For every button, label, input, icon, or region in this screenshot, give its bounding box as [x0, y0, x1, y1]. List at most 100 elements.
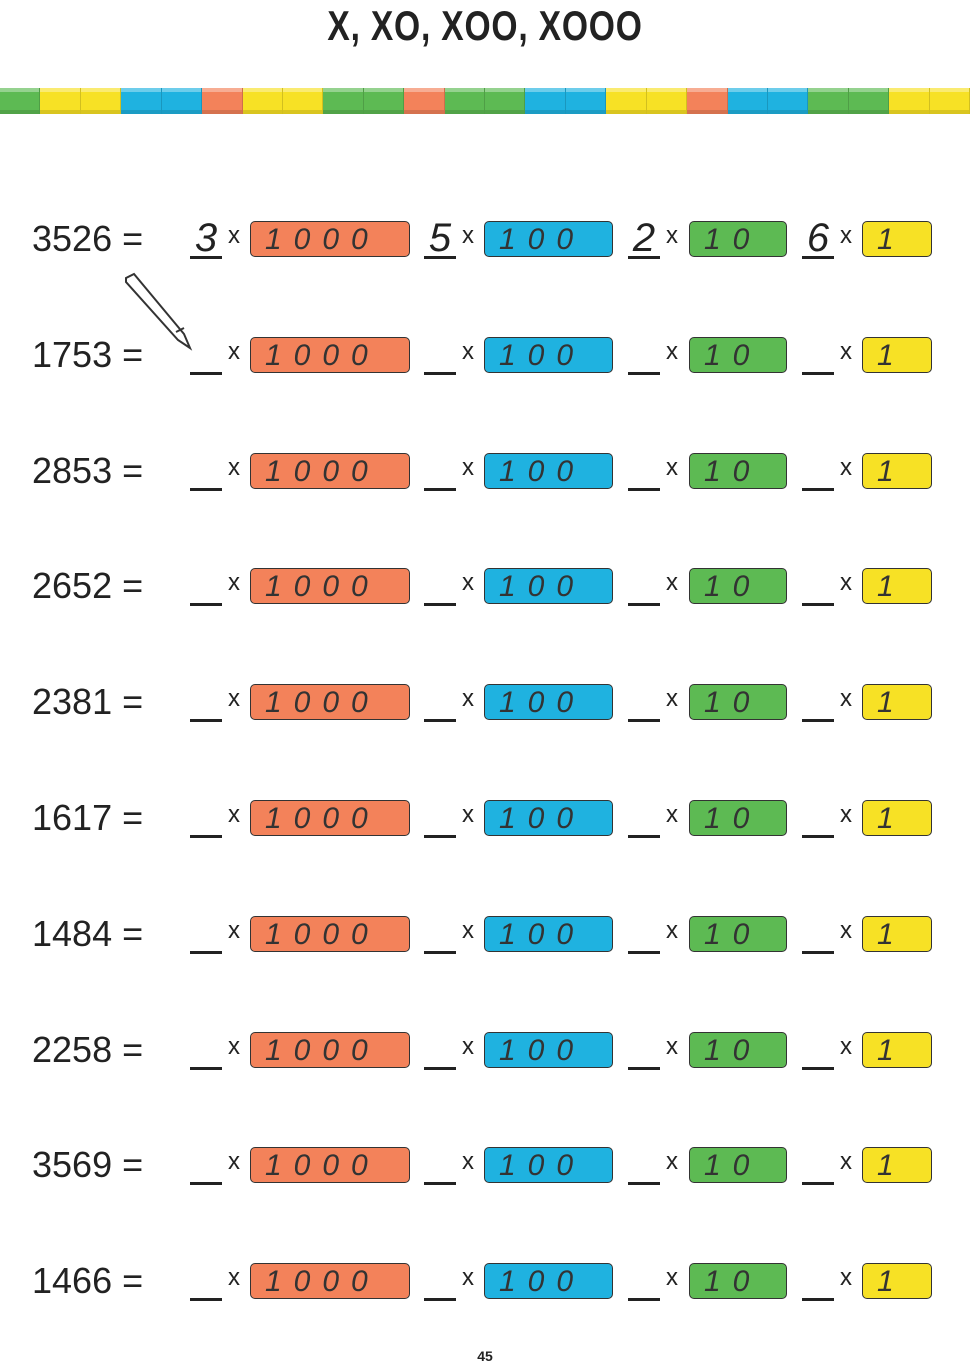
answer-blank	[190, 567, 222, 607]
answer-blank	[802, 567, 834, 607]
row-number: 1484 =	[32, 912, 144, 954]
answer-blank	[802, 1031, 834, 1070]
multiply-sign: x	[840, 916, 852, 944]
place-block: 100	[484, 800, 613, 836]
place-block: 1	[862, 221, 932, 257]
answer-blank	[802, 1262, 834, 1302]
multiply-sign: x	[666, 1032, 678, 1060]
place-block: 1	[862, 1031, 932, 1068]
multiply-sign: x	[666, 453, 678, 481]
stripe-segment	[848, 88, 890, 114]
answer-blank	[424, 336, 456, 375]
stripe-segment	[687, 88, 728, 114]
multiply-sign: x	[462, 1264, 474, 1292]
answer-blank	[424, 683, 456, 723]
multiply-sign: x	[462, 453, 474, 481]
stripe-segment	[80, 88, 122, 114]
stripe-segment	[323, 88, 364, 114]
multiply-sign: x	[228, 801, 240, 828]
multiply-sign: x	[462, 569, 474, 597]
stripe-segment	[40, 88, 81, 114]
answer-blank	[190, 336, 222, 375]
place-block: 1000	[250, 336, 410, 373]
multiply-sign: x	[228, 337, 240, 365]
place-block: 100	[484, 915, 613, 952]
answer-blank	[628, 683, 660, 723]
row-number: 3526 =	[32, 218, 144, 259]
place-block: 100	[484, 1263, 613, 1300]
place-block: 1000	[250, 800, 410, 836]
stripe-segment	[444, 88, 486, 114]
place-block: 1000	[250, 568, 410, 605]
multiply-sign: x	[228, 222, 240, 249]
stripe-segment	[0, 88, 41, 114]
place-block: 1	[862, 568, 932, 605]
place-block: 10	[689, 1031, 787, 1068]
place-block: 1	[862, 452, 932, 489]
stripe-segment	[242, 88, 283, 114]
multiply-sign: x	[840, 1148, 852, 1176]
multiply-sign: x	[840, 453, 852, 481]
stripe-segment	[646, 88, 688, 114]
place-block: 1	[862, 915, 932, 952]
answer-blank: 2	[628, 218, 660, 259]
place-block: 100	[484, 336, 613, 373]
stripe-segment	[121, 88, 162, 114]
row-number: 3569 =	[32, 1144, 144, 1186]
answer-blank	[424, 1031, 456, 1070]
answer-blank	[190, 915, 222, 954]
place-block: 1000	[250, 1263, 410, 1300]
multiply-sign: x	[462, 222, 474, 249]
answer-blank: 6	[802, 218, 834, 259]
multiply-sign: x	[666, 569, 678, 597]
answer-blank	[424, 799, 456, 838]
multiply-sign: x	[840, 685, 852, 713]
answer-blank	[424, 915, 456, 954]
pencil	[125, 272, 193, 351]
answer-blank	[190, 799, 222, 838]
multiply-sign: x	[462, 916, 474, 944]
place-block: 1	[862, 1147, 932, 1184]
page-number: 45	[477, 1348, 493, 1364]
multiply-sign: x	[666, 1264, 678, 1292]
place-block: 10	[689, 800, 787, 836]
answer-blank	[628, 1262, 660, 1302]
multiply-sign: x	[840, 337, 852, 365]
answer-blank	[424, 1262, 456, 1302]
place-block: 1000	[250, 915, 410, 952]
place-block: 100	[484, 221, 613, 257]
row-number: 2652 =	[32, 565, 144, 607]
place-block: 1000	[250, 452, 410, 489]
stripe-segment	[929, 88, 970, 114]
answer-blank	[628, 336, 660, 375]
multiply-sign: x	[228, 1148, 240, 1176]
place-block: 10	[689, 452, 787, 489]
place-block: 1	[862, 336, 932, 373]
stripe-segment	[727, 88, 769, 114]
stripe-segment	[161, 88, 203, 114]
answer-blank	[802, 799, 834, 838]
multiply-sign: x	[462, 1032, 474, 1060]
multiply-sign: x	[228, 1032, 240, 1060]
multiply-sign: x	[228, 569, 240, 597]
multiply-sign: x	[666, 1148, 678, 1176]
place-block: 100	[484, 568, 613, 605]
stripe-segment	[808, 88, 849, 114]
answer-blank	[802, 336, 834, 375]
stripe-segment	[525, 88, 566, 114]
stripe-segment	[202, 88, 243, 114]
answer-blank	[190, 1262, 222, 1302]
answer-blank	[190, 1146, 222, 1186]
multiply-sign: x	[462, 685, 474, 713]
place-block: 10	[689, 684, 787, 721]
row-number: 1617 =	[32, 797, 144, 838]
answer-blank: 5	[424, 218, 456, 259]
multiply-sign: x	[666, 685, 678, 713]
place-block: 100	[484, 452, 613, 489]
answer-blank	[190, 683, 222, 723]
place-block: 10	[689, 1147, 787, 1184]
multiply-sign: x	[462, 337, 474, 365]
title: X, XO, XOO, XOOO	[327, 2, 643, 49]
multiply-sign: x	[228, 916, 240, 944]
